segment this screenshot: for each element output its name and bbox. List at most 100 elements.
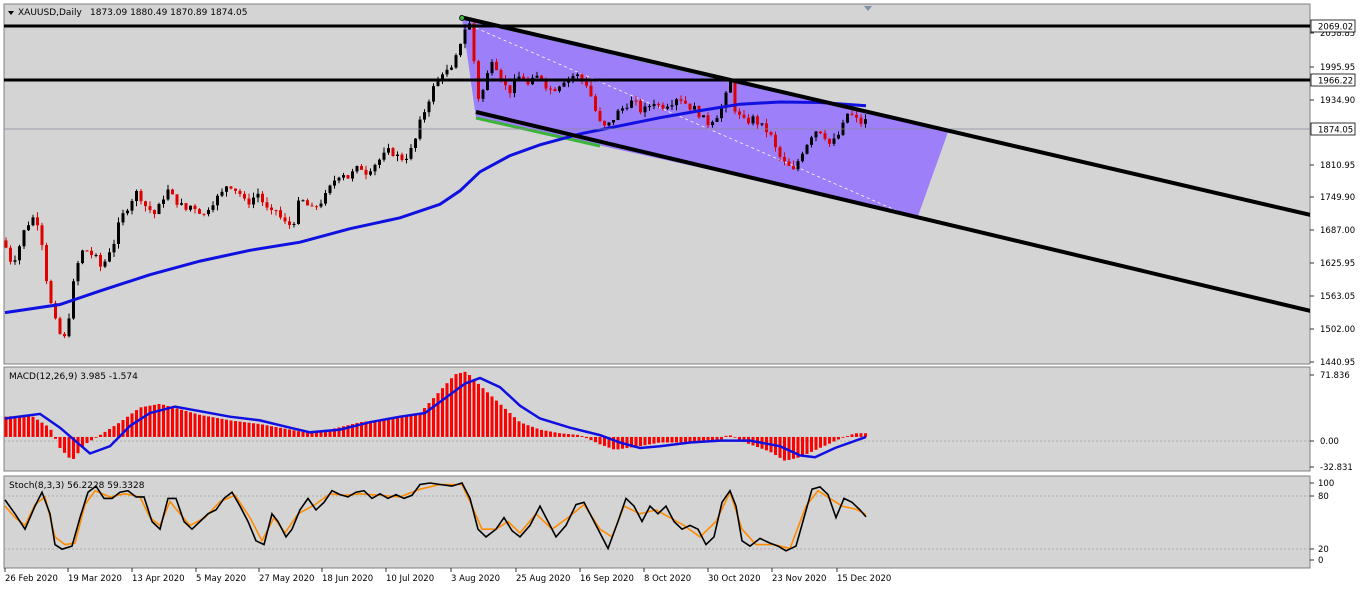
macd-bar [472,379,476,437]
macd-bar [720,436,723,440]
candle [22,229,26,249]
candle [90,247,93,259]
macd-bar [427,403,431,437]
candle [108,248,111,263]
candle [625,103,629,111]
macd-bar [175,408,179,437]
candle [238,188,242,197]
candle [846,113,849,124]
candle [18,244,21,265]
candle [310,202,314,207]
macd-title: MACD(12,26,9) 3.985 -1.574 [9,372,138,382]
macd-bar [594,436,597,443]
candle [432,83,435,105]
candle [175,194,179,208]
price-tick-label: 1687.00 [1320,226,1355,236]
candle [99,252,102,272]
candle [769,131,773,137]
macd-bar [549,431,552,437]
candle [283,213,287,225]
candle [513,74,516,98]
channel-midline [475,27,901,213]
price-tick-label: 2058.85 [1320,29,1355,39]
macd-bar [486,392,489,437]
shift-marker-icon[interactable] [864,6,872,11]
stoch-tick-label: 80 [1318,492,1329,502]
macd-bar [184,410,188,437]
candle [400,152,404,162]
macd-bar [315,432,318,437]
price-tick-label: 1749.90 [1320,193,1355,203]
macd-bar [54,436,57,439]
candle [598,107,602,123]
macd-bar [859,433,863,437]
candle [40,222,44,251]
macd-bar [76,436,80,454]
macd-bar [787,436,791,460]
macd-bar [639,436,642,447]
macd-bar [616,436,620,450]
candle [436,76,440,87]
main-panel[interactable] [3,3,1311,365]
macd-bar [13,415,17,437]
candle [315,205,318,211]
macd-bar [459,372,462,437]
macd-bar [841,436,845,438]
macd-bar [711,436,714,442]
macd-bar [90,436,93,441]
macd-bar [256,423,260,437]
channel-lower-line[interactable] [475,110,1315,313]
candle [639,98,642,115]
svg-text:1874.05: 1874.05 [1318,126,1353,136]
candle [621,105,624,114]
candle [490,59,494,76]
date-tick-label: 15 Dec 2020 [837,574,891,584]
macd-bar [409,414,413,437]
candle [324,189,327,206]
macd-bar [378,419,381,437]
date-tick-label: 19 Mar 2020 [68,574,122,584]
macd-bar [189,412,192,437]
candle [328,184,332,195]
collapse-arrow-icon[interactable] [8,11,14,15]
date-tick-label: 10 Jul 2020 [386,574,434,584]
date-tick-label: 8 Oct 2020 [644,574,691,584]
macd-bar [157,403,161,437]
macd-bar [171,407,174,437]
stoch-panel[interactable] [3,475,1311,569]
candle [517,71,521,79]
macd-bar [306,432,309,437]
macd-bar [40,422,44,437]
macd-bar [202,415,206,437]
channel-upper-line[interactable] [459,15,1315,217]
candle [823,130,827,141]
candle [751,114,755,126]
macd-bar [562,433,566,437]
candle [333,175,336,189]
candle [558,85,561,93]
candle [594,94,597,113]
candle [220,188,224,198]
price-tick-label: 1995.95 [1320,63,1355,73]
candle [58,316,62,335]
candle [382,147,386,162]
svg-text:2069.02: 2069.02 [1318,23,1353,33]
stoch-tick-label: 0 [1318,556,1323,566]
candle [166,184,170,201]
macd-bar [243,422,246,437]
macd-bar [117,423,120,437]
macd-bar [477,383,480,437]
candle [45,242,48,285]
candle [9,245,12,265]
candle [670,99,674,110]
candle [553,87,557,92]
macd-bar [450,378,453,437]
candle [814,130,818,142]
macd-bar [697,436,701,442]
date-tick-label: 25 Aug 2020 [516,574,570,584]
price-tag-current: 1874.05 [1310,122,1356,136]
stoch-signal-line [4,483,867,550]
anchor-point[interactable] [459,15,465,21]
macd-bar [814,436,818,450]
